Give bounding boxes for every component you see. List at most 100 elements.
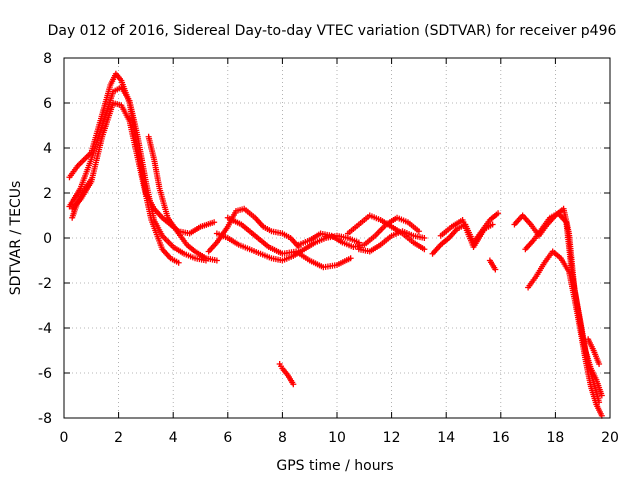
- series-mid-6: [355, 228, 428, 255]
- data-marker: [239, 206, 246, 213]
- data-marker: [233, 240, 240, 247]
- data-marker: [419, 234, 426, 241]
- data-marker: [331, 262, 338, 269]
- y-tick-label: 8: [43, 51, 52, 67]
- data-marker: [222, 234, 229, 241]
- data-marker: [487, 222, 494, 229]
- y-tick-label: -4: [38, 321, 52, 337]
- data-marker: [212, 241, 219, 247]
- data-marker: [136, 165, 143, 172]
- series-mid-3: [224, 214, 354, 271]
- data-marker: [106, 84, 113, 91]
- data-marker: [277, 230, 284, 237]
- data-marker: [86, 151, 93, 157]
- data-marker: [283, 370, 290, 377]
- series-arc-d: [69, 176, 95, 221]
- data-marker: [125, 95, 132, 102]
- x-tick-label: 6: [223, 430, 232, 446]
- data-marker: [561, 217, 568, 224]
- data-marker: [386, 222, 393, 229]
- data-marker: [493, 211, 500, 218]
- data-marker: [278, 363, 285, 370]
- data-marker: [255, 249, 262, 256]
- x-tick-label: 4: [169, 430, 178, 446]
- data-marker: [337, 238, 344, 245]
- data-marker: [179, 249, 186, 256]
- data-marker: [370, 234, 377, 241]
- data-marker: [571, 293, 578, 300]
- data-marker: [315, 231, 322, 238]
- data-marker: [182, 239, 189, 246]
- data-marker: [184, 230, 191, 237]
- x-tick-label: 12: [383, 430, 401, 446]
- y-tick-label: 2: [43, 186, 52, 202]
- data-marker: [595, 359, 602, 366]
- series-isolated: [276, 361, 297, 388]
- data-marker: [359, 242, 366, 249]
- data-marker: [195, 224, 202, 231]
- data-marker: [304, 256, 311, 263]
- data-marker: [264, 242, 271, 249]
- data-layer: [66, 70, 605, 419]
- data-marker: [452, 227, 459, 234]
- data-marker: [408, 238, 415, 244]
- data-marker: [589, 345, 596, 352]
- data-marker: [444, 236, 451, 243]
- data-marker: [290, 248, 297, 255]
- x-tick-label: 14: [437, 430, 455, 446]
- data-marker: [564, 266, 571, 273]
- data-marker: [545, 216, 552, 223]
- series-mid-9: [486, 257, 499, 273]
- data-marker: [231, 209, 238, 216]
- data-marker: [414, 226, 421, 233]
- data-marker: [244, 245, 251, 252]
- data-marker: [480, 227, 487, 234]
- data-marker: [73, 200, 80, 207]
- data-marker: [211, 257, 218, 264]
- data-marker: [289, 379, 296, 386]
- y-tick-label: 4: [43, 141, 52, 157]
- data-marker: [98, 124, 105, 131]
- data-marker: [320, 235, 327, 242]
- data-marker: [436, 243, 443, 250]
- data-marker: [223, 225, 230, 232]
- data-marker: [157, 213, 164, 220]
- x-tick-label: 10: [328, 430, 346, 446]
- x-tick-label: 0: [60, 430, 69, 446]
- data-marker: [236, 220, 243, 227]
- data-marker: [116, 75, 123, 82]
- data-marker: [173, 258, 180, 265]
- data-marker: [189, 254, 196, 261]
- data-marker: [158, 230, 165, 237]
- x-tick-label: 16: [492, 430, 510, 446]
- data-marker: [526, 220, 533, 226]
- data-marker: [540, 261, 547, 268]
- data-marker: [457, 218, 464, 225]
- data-marker: [190, 247, 197, 254]
- data-marker: [98, 135, 105, 142]
- data-marker: [164, 212, 171, 219]
- data-marker: [86, 178, 93, 185]
- data-marker: [98, 113, 105, 120]
- data-marker: [310, 240, 317, 247]
- data-marker: [386, 234, 393, 241]
- data-marker: [364, 248, 371, 255]
- data-marker: [250, 231, 257, 238]
- data-marker: [266, 227, 273, 234]
- data-marker: [537, 227, 544, 234]
- data-marker: [402, 218, 409, 225]
- series-late-3: [525, 248, 605, 419]
- data-marker: [158, 244, 165, 251]
- data-marker: [174, 228, 181, 235]
- x-tick-label: 8: [278, 430, 287, 446]
- data-marker: [408, 231, 415, 238]
- data-marker: [156, 183, 163, 190]
- tick-layer: [63, 57, 611, 419]
- y-axis-title: SDTVAR / TECUs: [8, 181, 24, 296]
- data-marker: [285, 233, 292, 240]
- y-tick-label: -8: [38, 411, 52, 427]
- series-arc-e: [145, 133, 220, 264]
- data-marker: [116, 85, 123, 92]
- data-marker: [587, 381, 594, 388]
- y-tick-label: -6: [38, 366, 52, 382]
